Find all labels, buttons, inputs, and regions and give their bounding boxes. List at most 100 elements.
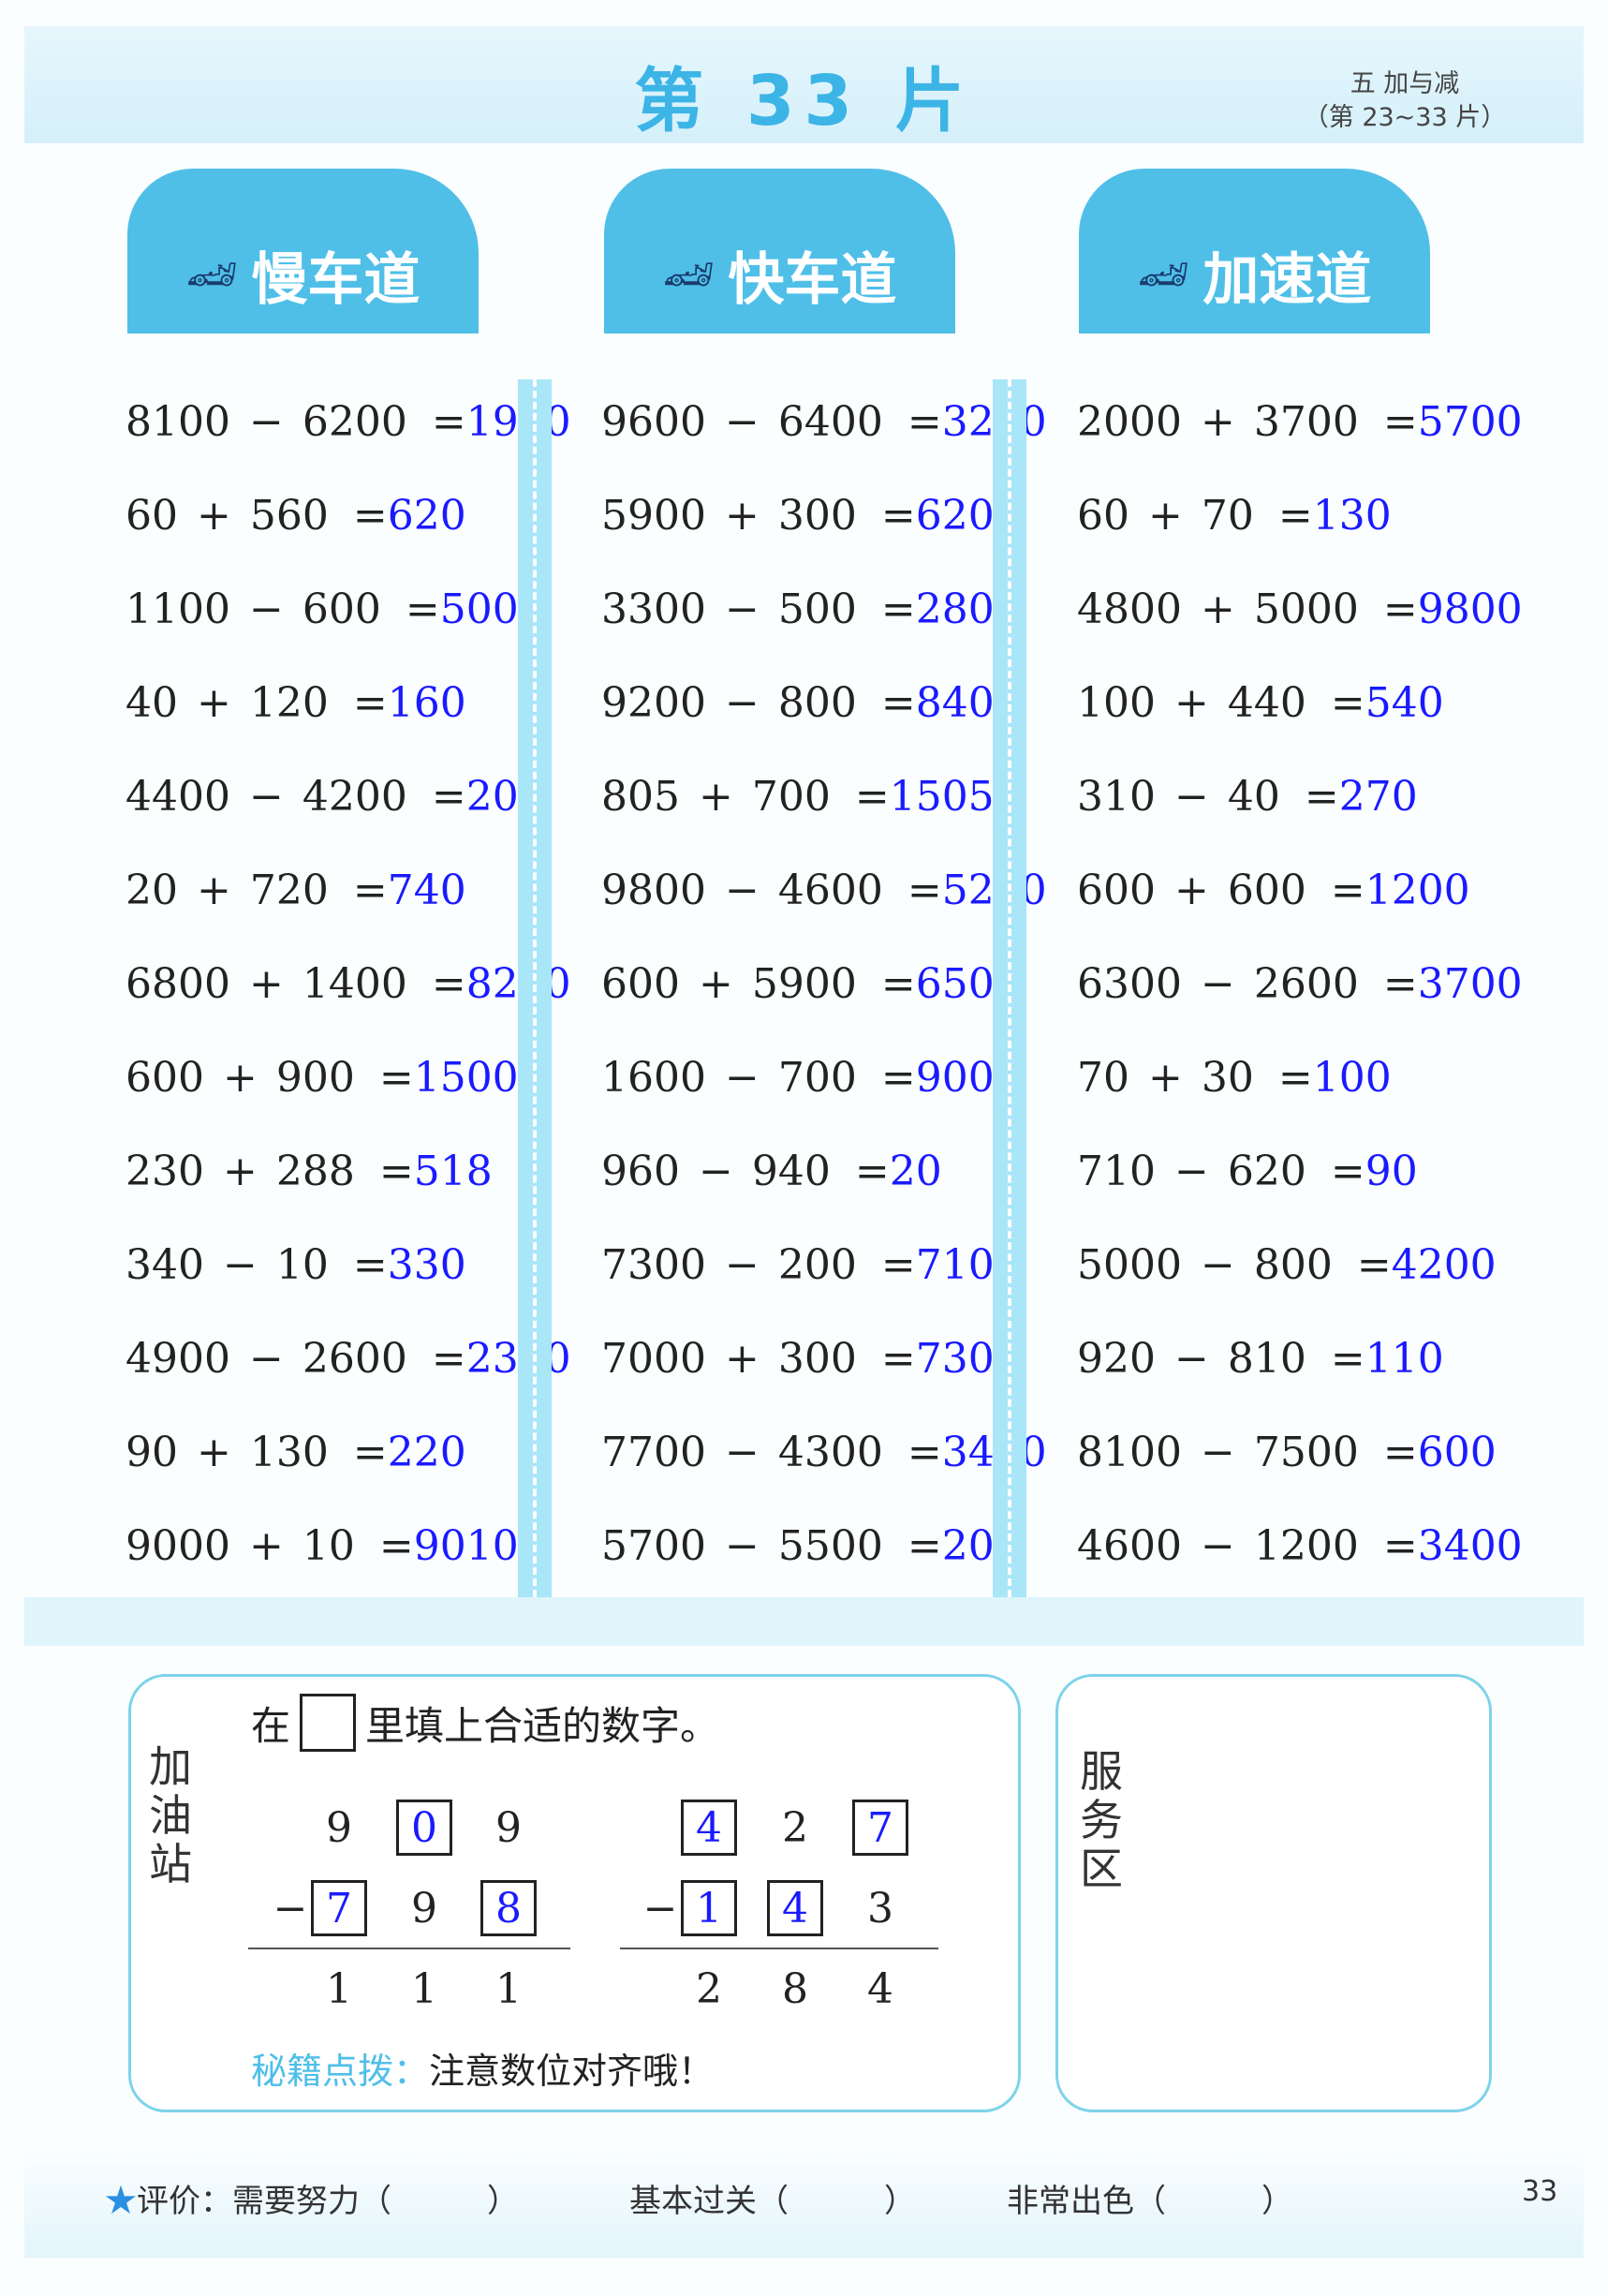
operand-a: 3300 [601,585,706,633]
operator: − [222,1240,258,1289]
operand-a: 90 [125,1428,178,1476]
answer: 330 [387,1240,466,1289]
tip-label: 秘籍点拨： [251,2051,430,2092]
operand-b: 940 [751,1147,831,1195]
gas-station-label: 加油站 [149,1741,192,1889]
minus-sign: − [642,1884,678,1933]
equation-row: 20 +720 = 740 [125,843,566,937]
equation-row: 7000 +300 = 7300 [601,1311,1041,1405]
operand-b: 70 [1201,491,1254,540]
answer-box: 8 [480,1880,537,1936]
equals-sign: = [893,1521,942,1570]
operator: + [248,959,284,1008]
equals-sign: = [1369,1428,1418,1476]
operand-a: 310 [1077,772,1156,821]
operand-b: 300 [777,491,857,540]
operator: − [724,1053,760,1102]
equals-sign: = [1317,678,1365,727]
operator: − [724,866,760,914]
operand-a: 100 [1077,678,1156,727]
equation-column-speedup: 2000 +3700 = 5700 60 +70 = 130 4800 +5000 = 9800… [1077,375,1523,1592]
equals-sign: = [339,1428,388,1476]
operand-b: 7500 [1253,1428,1359,1476]
equals-sign: = [867,491,916,540]
equation-row: 60 +70 = 130 [1077,468,1517,562]
equals-sign: = [1317,1147,1365,1195]
equals-sign: = [1369,585,1418,633]
operand-b: 500 [777,585,857,633]
operand-b: 720 [249,866,329,914]
digit-text: 1 [411,1964,437,2013]
equals-sign: = [339,1240,388,1289]
operand-a: 4800 [1077,585,1182,633]
digit-text: 9 [495,1803,522,1852]
eval-label: 评价： [137,2183,232,2220]
answer-box: 1 [681,1880,737,1936]
operand-b: 800 [777,678,857,727]
operator: − [248,397,284,446]
operator: + [248,1521,284,1570]
car-icon: 🏎 [185,251,239,299]
operand-a: 20 [125,866,178,914]
equals-sign: = [1291,772,1339,821]
operand-a: 5000 [1077,1240,1182,1289]
service-area-box [1055,1674,1492,2112]
digit: 9 [396,1880,452,1936]
evaluation: ★评价：需要努力（ ） [105,2175,519,2221]
operator: − [724,397,760,446]
digit-text: 4 [867,1964,893,2013]
operand-a: 1600 [601,1053,706,1102]
operand-b: 560 [249,491,329,540]
operator: + [1148,1053,1183,1102]
operand-a: 6300 [1077,959,1182,1008]
equals-sign: = [867,1053,916,1102]
answer: 1505 [889,772,995,821]
operator: − [1200,1428,1235,1476]
equals-sign: = [1317,1334,1365,1383]
operand-a: 60 [1077,491,1129,540]
equation-row: 9000 +10 = 9010 [125,1499,566,1592]
operator: + [222,1147,258,1195]
footer-band [24,2145,1584,2258]
digit: 4 [852,1961,908,2017]
answer-box: 7 [311,1880,367,1936]
digit-text: 1 [326,1964,352,2013]
operand-b: 6400 [777,397,883,446]
operator: − [1173,1334,1209,1383]
equals-sign: = [1369,1521,1418,1570]
equation-row: 5000−800 = 4200 [1077,1218,1517,1311]
digit-text: 9 [326,1803,352,1852]
equation-row: 805 +700 = 1505 [601,749,1041,843]
operand-b: 2600 [1253,959,1359,1008]
equals-sign: = [365,1147,414,1195]
answer: 3400 [1417,1521,1523,1570]
equals-sign: = [391,585,440,633]
digit-text: 8 [495,1884,522,1933]
star-icon: ★ [105,2183,137,2220]
operand-b: 6200 [302,397,407,446]
instruction-pre: 在 [251,1702,291,1749]
operand-b: 810 [1227,1334,1306,1383]
operand-b: 30 [1201,1053,1254,1102]
answer: 1500 [413,1053,519,1102]
operand-a: 6800 [125,959,230,1008]
equation-row: 960−940 = 20 [601,1124,1041,1218]
operand-a: 9000 [125,1521,230,1570]
equation-row: 60 +560 = 620 [125,468,566,562]
answer-box: 4 [767,1880,823,1936]
equals-sign: = [339,678,388,727]
operand-b: 700 [777,1053,857,1102]
operand-a: 8100 [125,397,230,446]
equals-sign: = [418,772,466,821]
equals-sign: = [339,491,388,540]
answer: 4200 [1391,1240,1497,1289]
equation-row: 600 +900 = 1500 [125,1030,566,1124]
operand-b: 4200 [302,772,407,821]
operand-a: 8100 [1077,1428,1182,1476]
equation-row: 40 +120 = 160 [125,656,566,749]
equation-row: 4400−4200 = 200 [125,749,566,843]
lane-tab-slow: 🏎 慢车道 [127,169,479,333]
answer: 500 [439,585,519,633]
